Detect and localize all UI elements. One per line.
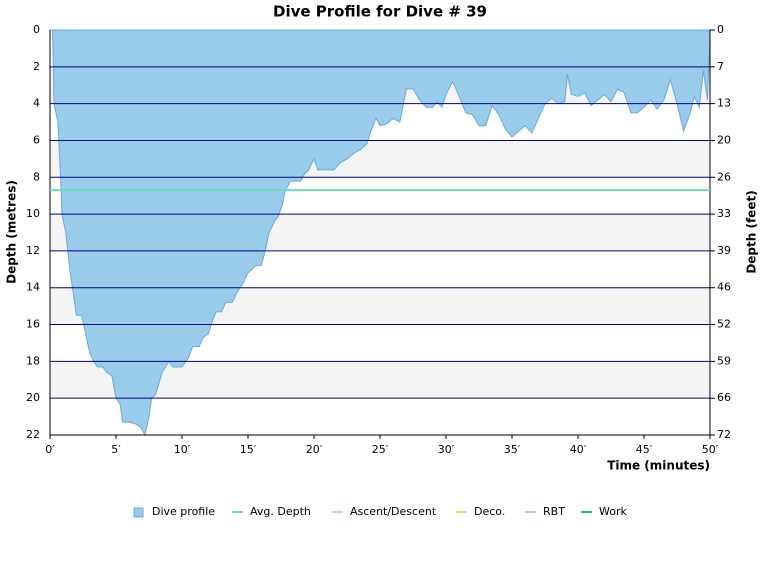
y-tick-label: 2 <box>33 60 40 73</box>
y2-tick-label: 52 <box>717 318 731 331</box>
x-tick-label: 10′ <box>174 443 191 456</box>
y2-tick-label: 46 <box>717 281 731 294</box>
legend-swatch <box>133 507 144 518</box>
legend-label: Work <box>599 505 627 518</box>
y2-tick-label: 39 <box>717 244 731 257</box>
legend-label: Ascent/Descent <box>350 505 437 518</box>
y2-tick-label: 33 <box>717 207 731 220</box>
y-tick-label: 12 <box>26 244 40 257</box>
x-tick-label: 0′ <box>45 443 55 456</box>
x-tick-label: 25′ <box>372 443 389 456</box>
x-tick-label: 35′ <box>504 443 521 456</box>
x-tick-label: 5′ <box>111 443 121 456</box>
y-tick-label: 22 <box>26 428 40 441</box>
y-tick-label: 20 <box>26 391 40 404</box>
x-tick-label: 50′ <box>702 443 719 456</box>
y2-tick-label: 0 <box>717 23 724 36</box>
y-axis-title: Depth (metres) <box>5 180 19 284</box>
legend-label: Avg. Depth <box>250 505 311 518</box>
y2-tick-label: 13 <box>717 97 731 110</box>
x-tick-label: 15′ <box>240 443 257 456</box>
legend-label: RBT <box>543 505 565 518</box>
y-tick-label: 6 <box>33 133 40 146</box>
x-axis-title: Time (minutes) <box>607 459 710 473</box>
y-tick-label: 16 <box>26 318 40 331</box>
y-tick-label: 0 <box>33 23 40 36</box>
y2-axis-title: Depth (feet) <box>745 190 759 273</box>
y-tick-label: 14 <box>26 281 40 294</box>
y2-tick-label: 59 <box>717 354 731 367</box>
y-tick-label: 18 <box>26 354 40 367</box>
legend-label: Deco. <box>474 505 505 518</box>
y2-tick-label: 20 <box>717 133 731 146</box>
y2-tick-label: 72 <box>717 428 731 441</box>
dive-profile-area <box>50 29 711 437</box>
chart-title: Dive Profile for Dive # 39 <box>273 3 487 21</box>
y2-tick-label: 7 <box>717 60 724 73</box>
y2-tick-label: 66 <box>717 391 731 404</box>
x-tick-label: 30′ <box>438 443 455 456</box>
legend-label: Dive profile <box>152 505 215 518</box>
y-tick-label: 10 <box>26 207 40 220</box>
y2-tick-label: 26 <box>717 170 731 183</box>
x-tick-label: 45′ <box>636 443 653 456</box>
x-tick-label: 40′ <box>570 443 587 456</box>
x-tick-label: 20′ <box>306 443 323 456</box>
y-tick-label: 8 <box>33 170 40 183</box>
y-tick-label: 4 <box>33 97 40 110</box>
